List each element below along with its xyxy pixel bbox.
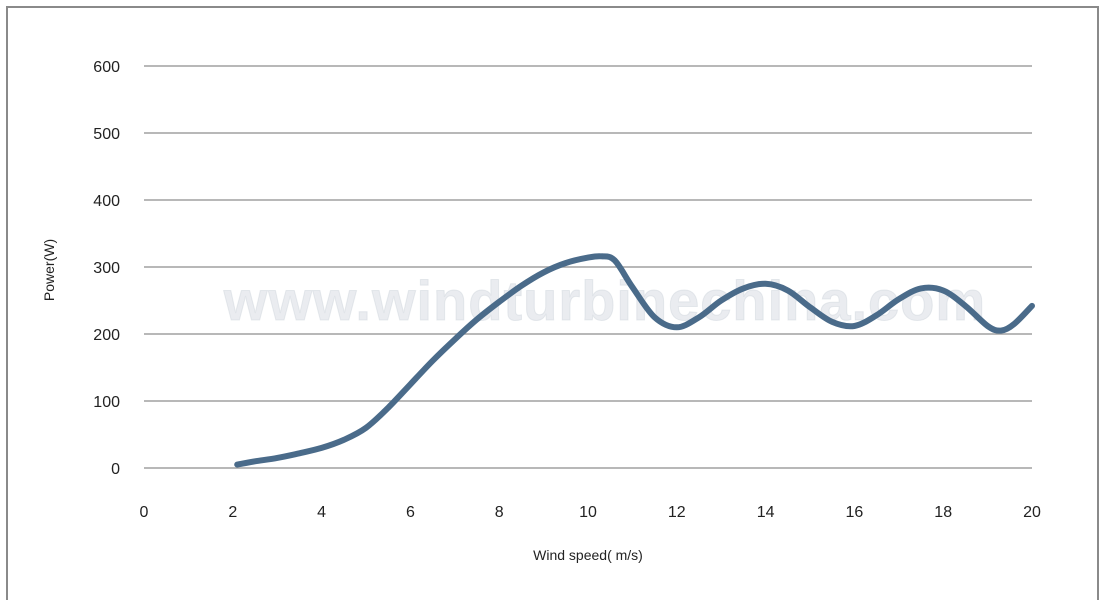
- x-tick-label-6: 6: [406, 504, 415, 521]
- x-tick-label-12: 12: [668, 504, 686, 521]
- x-tick-label-2: 2: [228, 504, 237, 521]
- y-tick-labels: 0 100 200 300 400 500 600: [93, 59, 120, 478]
- x-tick-label-8: 8: [495, 504, 504, 521]
- y-axis-title: Power(W): [41, 239, 57, 301]
- x-tick-label-14: 14: [757, 504, 775, 521]
- x-tick-label-20: 20: [1023, 504, 1041, 521]
- x-tick-label-0: 0: [140, 504, 149, 521]
- series-line: [234, 253, 1035, 468]
- chart-frame: [6, 6, 1099, 600]
- x-axis-title: Wind speed( m/s): [533, 547, 643, 563]
- y-tick-label-600: 600: [93, 59, 120, 76]
- watermark: www.windturbinechina.com: [223, 269, 986, 332]
- x-tick-label-10: 10: [579, 504, 597, 521]
- x-tick-label-16: 16: [846, 504, 864, 521]
- x-tick-labels: 0 2 4 6 8 10 12 14 16 18 20: [140, 504, 1041, 521]
- y-tick-label-200: 200: [93, 327, 120, 344]
- y-tick-label-500: 500: [93, 126, 120, 143]
- grid-lines: [144, 65, 1032, 469]
- x-tick-label-4: 4: [317, 504, 326, 521]
- y-tick-label-400: 400: [93, 193, 120, 210]
- y-tick-label-100: 100: [93, 394, 120, 411]
- y-tick-label-300: 300: [93, 260, 120, 277]
- y-tick-label-0: 0: [111, 461, 120, 478]
- x-tick-label-18: 18: [934, 504, 952, 521]
